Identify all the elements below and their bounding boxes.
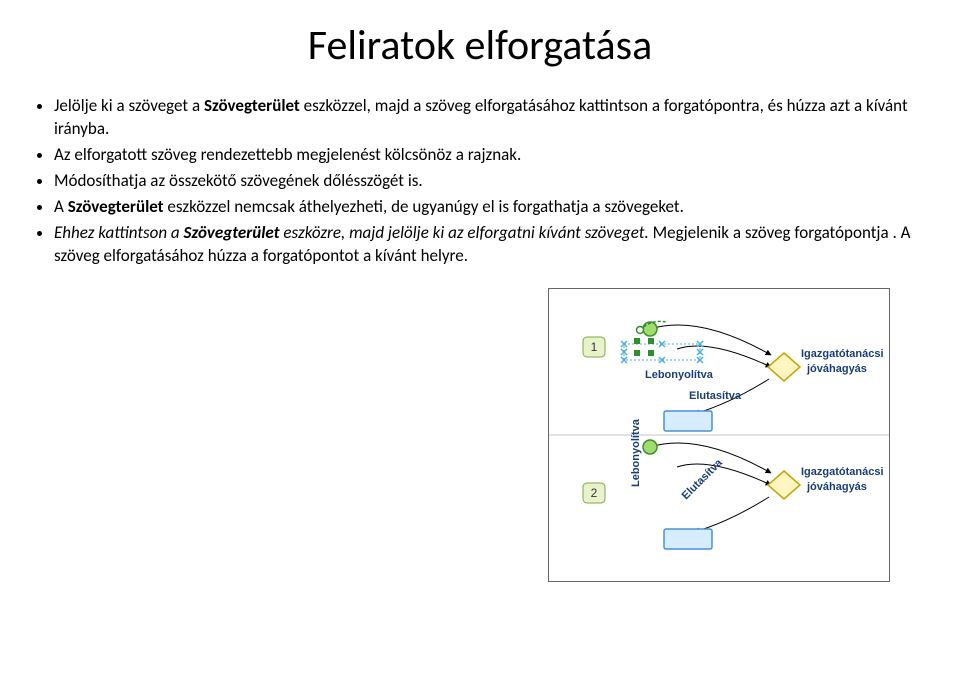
list-item: Az elforgatott szöveg rendezettebb megje… [54,144,930,167]
svg-text:Elutasítva: Elutasítva [680,456,726,502]
svg-text:1: 1 [591,340,598,354]
bold-term: Szövegterület [184,222,280,243]
svg-text:Igazgatótanácsi: Igazgatótanácsi [801,348,884,360]
diagram-box: 1 Lebonyolítva Elutasítva Igazgatótanácsi jó… [548,288,890,582]
text: Jelölje ki a szöveget a [54,95,204,116]
diagram-svg: 1 Lebonyolítva Elutasítva Igazgatótanácsi jó… [549,289,889,581]
svg-text:jóváhagyás: jóváhagyás [806,363,867,375]
svg-text:Igazgatótanácsi: Igazgatótanácsi [801,466,884,478]
diagram-container: 1 Lebonyolítva Elutasítva Igazgatótanácsi jó… [30,288,930,582]
text-italic: Ehhez kattintson a [54,222,184,243]
bold-term: Szövegterület [204,95,300,116]
list-item: Ehhez kattintson a Szövegterület eszközr… [54,222,930,268]
page-title: Feliratok elforgatása [30,20,930,71]
text-italic: eszközre, majd jelölje ki az elforgatni … [280,222,653,243]
svg-text:Lebonyolítva: Lebonyolítva [645,369,714,381]
svg-text:Lebonyolítva: Lebonyolítva [630,418,642,487]
list-item: A Szövegterület eszközzel nemcsak áthely… [54,196,930,219]
svg-text:jóváhagyás: jóváhagyás [806,481,867,493]
svg-text:2: 2 [591,486,598,500]
text: Az elforgatott szöveg rendezettebb megje… [54,144,521,165]
text: eszközzel nemcsak áthelyezheti, de ugyan… [164,196,684,217]
text: A [54,196,68,217]
text: Módosíthatja az összekötő szövegének dől… [54,170,423,191]
list-item: Módosíthatja az összekötő szövegének dől… [54,170,930,193]
bold-term: Szövegterület [68,196,164,217]
list-item: Jelölje ki a szöveget a Szövegterület es… [54,95,930,141]
bullet-list: Jelölje ki a szöveget a Szövegterület es… [30,95,930,268]
svg-text:Elutasítva: Elutasítva [689,390,742,402]
